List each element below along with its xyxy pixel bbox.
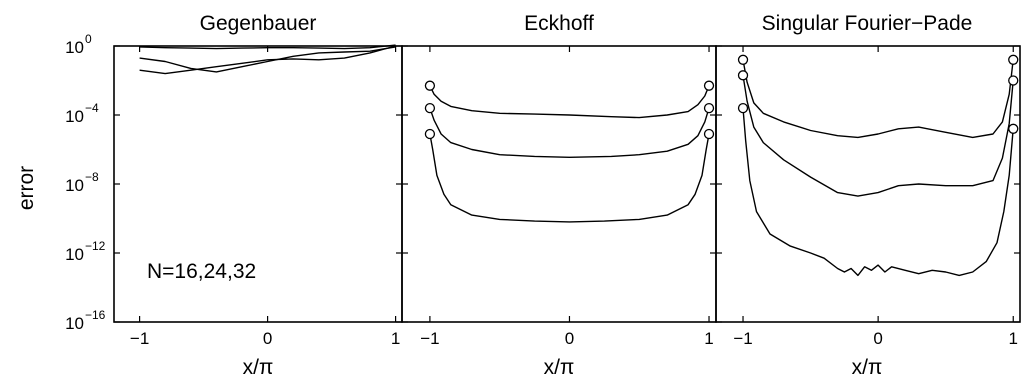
endpoint-marker xyxy=(424,102,436,114)
x-axis-label-eckhoff: x/π xyxy=(544,356,575,379)
panel-title-gegenbauer: Gegenbauer xyxy=(200,12,317,35)
endpoint-marker xyxy=(737,70,749,81)
y-tick-exponent: −8 xyxy=(85,170,99,184)
y-tick-exponent: −12 xyxy=(85,239,106,253)
x-axis-label-singular-fourier-pade: x/π xyxy=(852,356,883,379)
series-line-2 xyxy=(139,45,396,75)
endpoint-marker xyxy=(1008,75,1019,86)
y-tick-label: 10 xyxy=(65,245,84,264)
series-line-1 xyxy=(742,59,1014,139)
panel-eckhoff: Eckhoff x/π −1 0 1 xyxy=(401,12,717,379)
panel-singular-fourier-pade: Singular Fourier−Pade x/π −1 0 1 xyxy=(715,12,1021,379)
series-line-3 xyxy=(139,46,396,73)
endpoint-marker xyxy=(1008,54,1019,65)
series-line-3 xyxy=(742,108,1014,277)
series-line-2 xyxy=(742,75,1014,197)
x-axis-label-gegenbauer: x/π xyxy=(243,356,274,379)
panel-title-eckhoff: Eckhoff xyxy=(524,12,594,35)
endpoint-marker xyxy=(703,80,715,91)
series-line-1 xyxy=(139,44,396,50)
x-tick-label: 0 xyxy=(565,329,574,348)
endpoint-marker xyxy=(424,80,436,91)
x-tick-label: 1 xyxy=(704,329,713,348)
endpoint-marker xyxy=(1008,123,1019,134)
panel-title-singular-fourier-pade: Singular Fourier−Pade xyxy=(762,12,973,35)
y-tick-label: 10 xyxy=(65,107,84,126)
annotation-n-values: N=16,24,32 xyxy=(147,260,256,283)
panel-gegenbauer: Gegenbauer x/π N=16,24,32 −1 0 110 010 −410−… xyxy=(65,12,403,379)
endpoint-marker xyxy=(703,102,715,114)
x-tick-label: 1 xyxy=(391,329,400,348)
y-tick-label: 10 xyxy=(65,38,84,57)
x-tick-label: −1 xyxy=(733,329,752,348)
endpoint-marker xyxy=(737,54,749,65)
y-tick-exponent: −16 xyxy=(85,308,106,322)
y-tick-exponent: −4 xyxy=(85,101,99,115)
y-axis-label: error xyxy=(15,166,38,210)
plot-frame xyxy=(401,45,717,323)
x-tick-label: 0 xyxy=(873,329,882,348)
x-tick-label: −1 xyxy=(130,329,149,348)
endpoint-marker xyxy=(737,102,749,114)
x-tick-label: −1 xyxy=(420,329,439,348)
y-tick-exponent: 0 xyxy=(85,32,92,46)
plot-frame xyxy=(715,45,1021,323)
series-line-3 xyxy=(429,133,710,223)
series-line-1 xyxy=(429,85,710,119)
endpoint-marker xyxy=(703,128,715,140)
x-tick-label: 1 xyxy=(1009,329,1018,348)
series-line-2 xyxy=(429,107,710,159)
endpoint-marker xyxy=(424,128,436,140)
y-tick-label: 10 xyxy=(65,314,84,333)
x-tick-label: 0 xyxy=(263,329,272,348)
y-tick-label: 10 xyxy=(65,176,84,195)
